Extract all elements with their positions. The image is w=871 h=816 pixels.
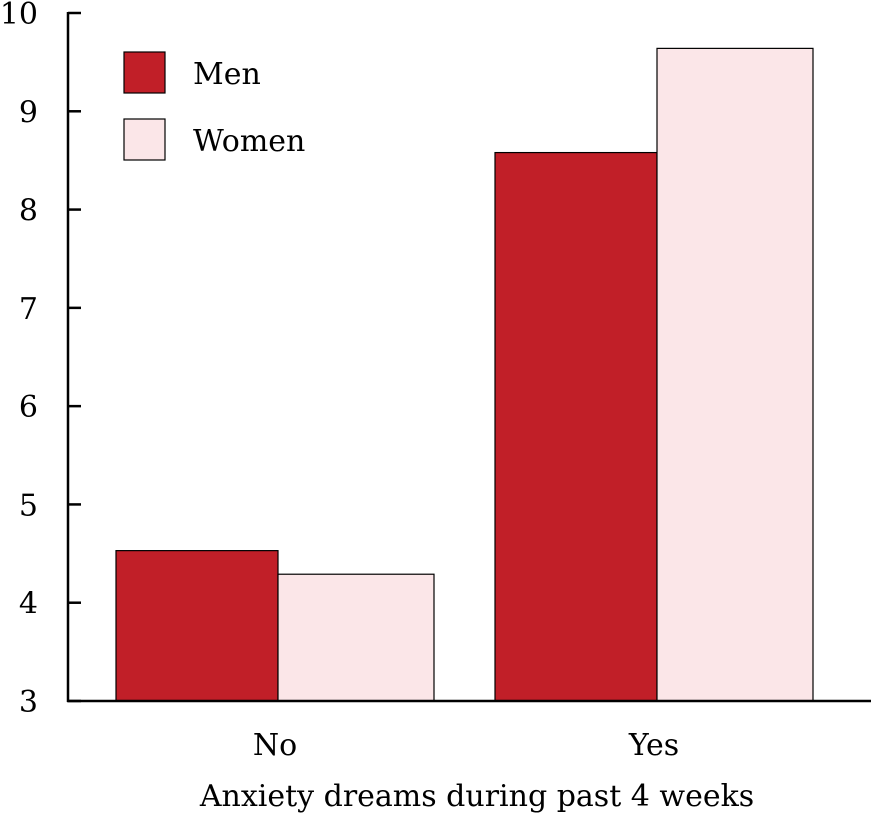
y-tick-label: 3 [19, 685, 38, 720]
y-tick-label: 4 [19, 587, 38, 622]
x-axis-title: Anxiety dreams during past 4 weeks [199, 779, 754, 814]
category-label-layer: No Yes [253, 728, 679, 763]
y-tick-label: 5 [19, 488, 38, 523]
legend-label-women: Women [193, 124, 305, 159]
legend-swatch-women [123, 118, 166, 161]
y-tick-layer: 3 4 5 6 7 8 9 10 [0, 0, 81, 720]
category-label-yes: Yes [628, 728, 679, 763]
y-tick-label: 6 [19, 390, 38, 425]
bar-women-yes [656, 47, 814, 702]
legend-label-men: Men [193, 57, 261, 92]
y-tick-label: 8 [19, 194, 38, 229]
category-label-no: No [253, 728, 297, 763]
bar-men-no [115, 550, 279, 702]
legend-swatch-men [123, 51, 166, 94]
bar-women-no [277, 573, 435, 702]
y-tick-label: 10 [0, 0, 38, 32]
legend: Men Women [123, 51, 305, 161]
bar-men-yes [494, 151, 658, 702]
axes-layer [66, 12, 871, 703]
y-tick-label: 9 [19, 95, 38, 130]
y-tick-label: 7 [19, 292, 38, 327]
bars-layer [115, 47, 814, 702]
